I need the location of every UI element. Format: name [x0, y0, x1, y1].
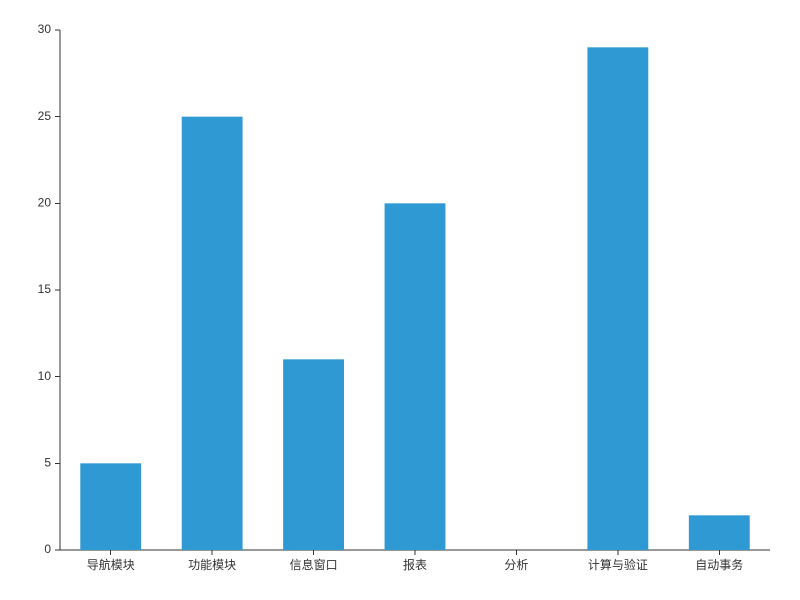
y-tick-label: 30 [38, 22, 52, 36]
y-tick-label: 5 [44, 456, 51, 470]
bar [385, 203, 446, 550]
bar [587, 47, 648, 550]
x-tick-label: 导航模块 [87, 557, 135, 572]
bar-chart: 0 5 10 15 20 25 30 导航模块 功能模块 信息窗口 报表 分析 计算与验证 自动事务 [0, 0, 800, 600]
y-tick-label: 15 [38, 282, 52, 296]
y-tick-label: 10 [38, 369, 52, 383]
chart-svg: 0 5 10 15 20 25 30 导航模块 功能模块 信息窗口 报表 分析 计算与验证 自动事务 [0, 0, 800, 600]
x-tick-label: 功能模块 [188, 558, 236, 572]
bar [689, 515, 750, 550]
x-tick-label: 计算与验证 [588, 557, 648, 572]
bar [182, 117, 243, 550]
x-tick-label: 自动事务 [695, 557, 743, 572]
y-tick-label: 20 [38, 196, 52, 210]
x-tick-label: 分析 [504, 558, 528, 572]
bar [283, 359, 344, 550]
bar [80, 463, 141, 550]
x-tick-label: 信息窗口 [290, 557, 338, 572]
x-tick-label: 报表 [403, 557, 427, 572]
y-tick-label: 0 [44, 542, 51, 556]
y-tick-label: 25 [38, 109, 52, 123]
